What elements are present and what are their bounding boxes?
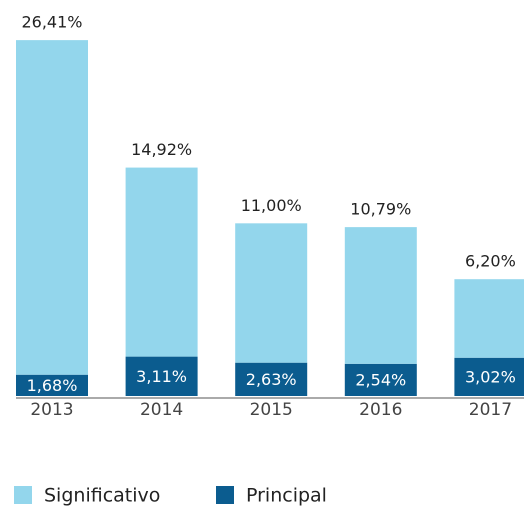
value-label: 14,92% [131, 140, 192, 159]
bar-segment [235, 362, 308, 396]
legend-swatch [14, 486, 32, 504]
bar-segment [125, 167, 198, 357]
bar-segment [125, 356, 198, 396]
bar-segment [454, 357, 524, 396]
x-tick-label: 2016 [359, 400, 402, 420]
value-label: 2,54% [355, 370, 406, 389]
value-label: 1,68% [27, 376, 78, 395]
value-label: 3,02% [465, 367, 516, 386]
value-label: 6,20% [465, 252, 516, 271]
x-tick-label: 2013 [30, 400, 73, 420]
x-tick-label: 2017 [469, 400, 512, 420]
x-tick-label: 2015 [250, 400, 293, 420]
value-label: 26,41% [21, 13, 82, 32]
legend-swatch [216, 486, 234, 504]
bar-segment [454, 279, 524, 358]
bar-segment [16, 40, 88, 375]
legend-label: Significativo [44, 485, 160, 507]
value-label: 2,63% [246, 370, 297, 389]
bar-segment [235, 223, 308, 363]
value-label: 3,11% [136, 367, 187, 386]
bar-segment [344, 363, 417, 396]
value-label: 10,79% [350, 200, 411, 219]
value-label: 11,00% [241, 196, 302, 215]
x-tick-label: 2014 [140, 400, 183, 420]
legend-label: Principal [246, 485, 327, 507]
bar-segment [16, 374, 88, 396]
bar-segment [344, 227, 417, 364]
